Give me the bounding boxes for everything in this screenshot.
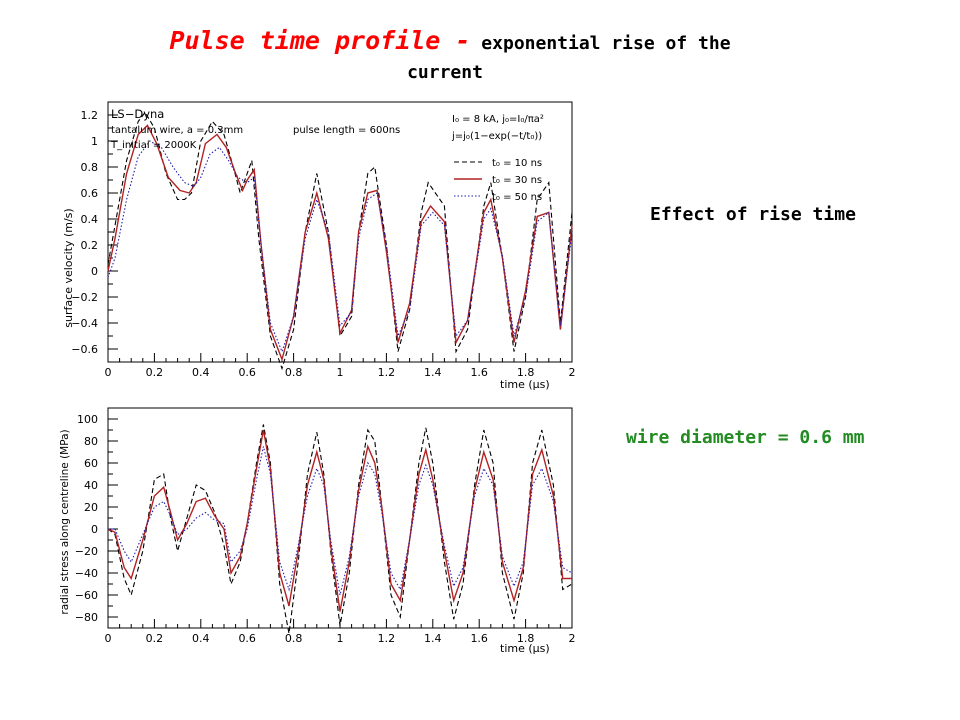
stress-x-tick-label: 1.2	[378, 632, 396, 645]
stress-y-tick-label: 0	[91, 523, 98, 536]
velocity-x-tick-label: 2	[569, 366, 576, 379]
stress-y-tick-label: 80	[84, 435, 98, 448]
velocity-x-tick-label: 0.4	[192, 366, 210, 379]
velocity-y-tick-label: 1.2	[81, 109, 99, 122]
stress-x-tick-label: 2	[569, 632, 576, 645]
stress-chart: 0 0.2 0.4 0.6 0.8 1 1.2 1.4 1.6 1.8 2 100 80 60 40 20 0…	[59, 407, 576, 655]
stress-y-ticks: 100 80 60 40 20 0 −20 −40 −60 −80	[75, 413, 118, 624]
stress-x-tick-label: 1.4	[424, 632, 442, 645]
velocity-x-tick-label: 0.2	[146, 366, 164, 379]
velocity-x-tick-label: 1.8	[517, 366, 535, 379]
stress-x-tick-label: 0.8	[285, 632, 303, 645]
velocity-x-tick-label: 0	[105, 366, 112, 379]
stress-y-tick-label: −60	[75, 589, 98, 602]
software-annotation: LS−Dyna	[111, 107, 164, 121]
stress-y-tick-label: 40	[84, 479, 98, 492]
velocity-y-tick-label: 0.6	[81, 187, 99, 200]
velocity-series-line	[107, 124, 573, 362]
stress-x-ticks: 0 0.2 0.4 0.6 0.8 1 1.2 1.4 1.6 1.8 2	[105, 619, 576, 645]
stress-y-tick-label: −80	[75, 611, 98, 624]
stress-y-tick-label: 60	[84, 457, 98, 470]
velocity-y-ticks: 1.2 1 0.8 0.6 0.4 0.2 0 −0.2 −0.4 −0.6	[71, 109, 118, 356]
stress-x-tick-label: 1.6	[470, 632, 488, 645]
pulse-annotation: pulse length = 600ns	[293, 125, 400, 136]
stress-y-tick-label: 100	[77, 413, 98, 426]
stress-x-axis-label: time (μs)	[500, 642, 550, 655]
stress-x-tick-label: 0.6	[238, 632, 256, 645]
legend-label: t₀ = 30 ns	[492, 175, 542, 186]
velocity-y-tick-label: 0	[91, 265, 98, 278]
stress-x-tick-label: 0	[105, 632, 112, 645]
formula-annotation: j=j₀(1−exp(−t/t₀))	[451, 131, 542, 142]
stress-y-axis-label: radial stress along centreline (MPa)	[59, 429, 71, 614]
velocity-x-tick-label: 1.2	[378, 366, 396, 379]
velocity-series-line	[107, 140, 573, 354]
velocity-x-tick-label: 0.8	[285, 366, 303, 379]
velocity-series	[107, 111, 573, 371]
stress-series	[107, 424, 573, 634]
velocity-x-axis-label: time (μs)	[500, 378, 550, 391]
rise-time-label: Effect of rise time	[650, 204, 856, 225]
stress-x-tick-label: 0.4	[192, 632, 210, 645]
legend-label: t₀ = 50 ns	[492, 192, 542, 203]
stress-x-tick-label: 1	[337, 632, 344, 645]
velocity-x-ticks: 0 0.2 0.4 0.6 0.8 1 1.2 1.4 1.6 1.8 2	[105, 353, 576, 379]
wire-diameter-label: wire diameter = 0.6 mm	[626, 427, 865, 448]
legend-label: t₀ = 10 ns	[492, 158, 542, 169]
velocity-y-tick-label: −0.4	[71, 317, 98, 330]
velocity-y-tick-label: 1	[91, 135, 98, 148]
stress-plot-frame	[107, 407, 573, 629]
velocity-x-tick-label: 1	[337, 366, 344, 379]
stress-x-tick-label: 0.2	[146, 632, 164, 645]
velocity-y-tick-label: 0.8	[81, 161, 99, 174]
velocity-x-tick-label: 0.6	[238, 366, 256, 379]
velocity-y-tick-label: 0.2	[81, 239, 99, 252]
stress-y-tick-label: 20	[84, 501, 98, 514]
stress-x-tick-label: 1.8	[517, 632, 535, 645]
current-annotation: I₀ = 8 kA, j₀=I₀/πa²	[452, 114, 544, 125]
velocity-y-tick-label: 0.4	[81, 213, 99, 226]
velocity-chart: 0 0.2 0.4 0.6 0.8 1 1.2 1.4 1.6 1.8 2 1.2 1 0.8 0.6 0.…	[62, 101, 576, 391]
wire-annotation: tantalum wire, a = 0.3mm	[111, 125, 243, 136]
velocity-series-line	[107, 111, 573, 371]
stress-series-line	[107, 429, 572, 612]
stress-series-line	[107, 424, 573, 634]
stress-y-tick-label: −40	[75, 567, 98, 580]
stress-y-tick-label: −20	[75, 545, 98, 558]
velocity-legend: t₀ = 10 ns t₀ = 30 ns t₀ = 50 ns	[454, 158, 542, 203]
velocity-x-tick-label: 1.4	[424, 366, 442, 379]
velocity-y-tick-label: −0.6	[71, 343, 98, 356]
title-rest: exponential rise of the	[470, 33, 731, 54]
velocity-x-tick-label: 1.6	[470, 366, 488, 379]
tinitial-annotation: T_initial = 2000K	[110, 140, 197, 151]
velocity-y-tick-label: −0.2	[71, 291, 98, 304]
velocity-y-axis-label: surface velocity (m/s)	[62, 208, 75, 327]
title-main: Pulse time profile -	[169, 26, 471, 55]
slide-title: Pulse time profile - exponential rise of…	[0, 26, 900, 55]
title-line-2: current	[407, 62, 483, 83]
